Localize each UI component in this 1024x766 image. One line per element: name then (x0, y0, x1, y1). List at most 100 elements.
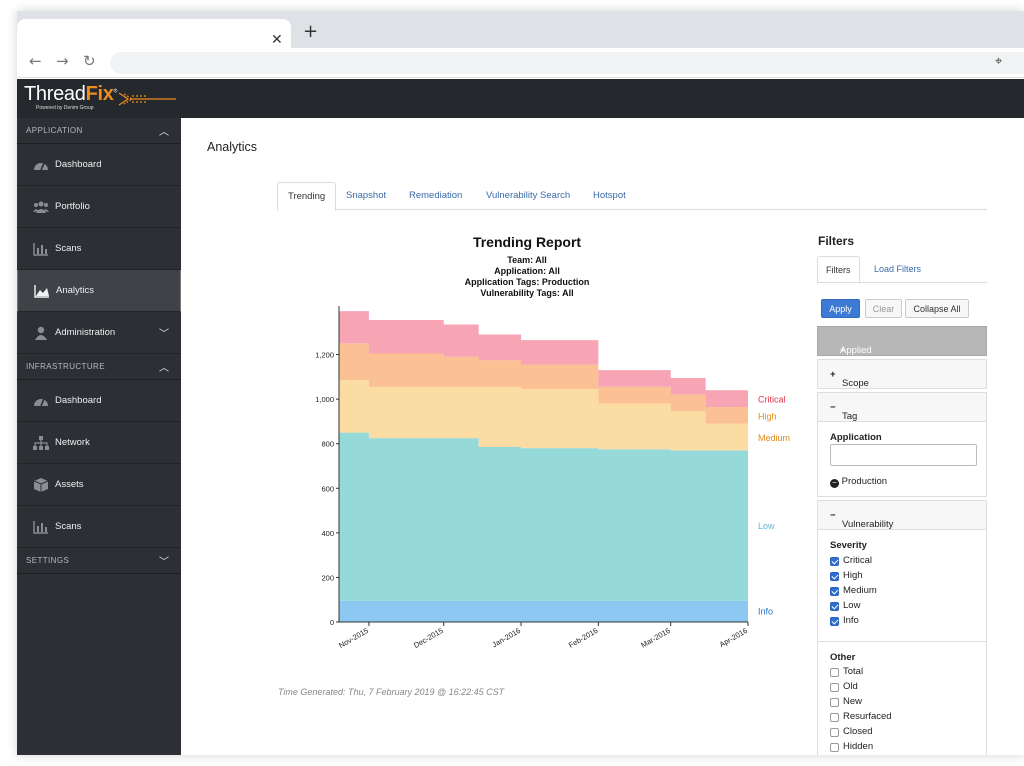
application-input[interactable] (830, 444, 977, 466)
checkbox-label: Info (843, 615, 859, 626)
browser-tab-bar: ✕ + (17, 11, 1024, 48)
logo-mark-icon (118, 92, 176, 106)
threadfix-logo[interactable]: ThreadFix® Powered by Denim Group (24, 83, 117, 111)
x-tick-label: Mar-2016 (639, 626, 671, 650)
logo-trademark: ® (113, 88, 118, 95)
minus-icon: − (830, 510, 836, 521)
checkbox-label: Total (843, 666, 864, 677)
sidebar-section-infrastructure[interactable]: INFRASTRUCTURE ︿ (17, 354, 181, 380)
chart-subtitle-app-tags: Application Tags: Production (464, 277, 590, 287)
sidebar-item-scans[interactable]: Scans (17, 228, 181, 270)
y-tick-label: 400 (321, 529, 334, 538)
sitemap-icon (33, 436, 49, 450)
sidebar-section-label: SETTINGS (26, 556, 70, 565)
sidebar-item-infra-scans[interactable]: Scans (17, 506, 181, 548)
x-tick-label: Nov-2015 (337, 626, 370, 650)
area-high (339, 343, 748, 425)
tab-load-filters[interactable]: Load Filters (874, 264, 922, 274)
other-label: Other (830, 652, 856, 663)
applied-filters-header[interactable]: + Applied Filters (817, 326, 987, 367)
sidebar-item-analytics[interactable]: Analytics (17, 270, 181, 312)
production-tag[interactable]: − Production (830, 476, 887, 488)
tab-remediation[interactable]: Remediation (409, 190, 463, 201)
tab-filters[interactable]: Filters (817, 256, 860, 284)
sidebar-item-label: Dashboard (55, 159, 102, 170)
app-header: ThreadFix® Powered by Denim Group (17, 79, 1024, 118)
y-tick-label: 200 (321, 573, 334, 582)
sidebar-item-label: Administration (55, 327, 116, 338)
checkbox-label: Resurfaced (843, 711, 892, 722)
back-arrow-icon[interactable]: ← (29, 52, 42, 70)
tag-label: Tag (842, 411, 858, 422)
reload-icon[interactable]: ↻ (83, 52, 96, 70)
location-icon[interactable]: ⌖ (995, 54, 1003, 69)
checkbox-label: High (843, 570, 863, 581)
checkbox-unchecked-icon[interactable] (830, 728, 839, 737)
checkbox-unchecked-icon[interactable] (830, 743, 839, 752)
y-tick-label: 0 (330, 618, 334, 627)
x-tick-label: Apr-2016 (718, 626, 749, 649)
checkbox-label: Low (843, 600, 861, 611)
series-label-high: High (758, 411, 777, 421)
vulnerability-detail-header[interactable]: − Vulnerability Detail (817, 500, 987, 541)
scope-section-header[interactable]: + Scope (817, 359, 987, 389)
remove-tag-icon[interactable]: − (830, 479, 839, 488)
sidebar-item-label: Scans (55, 521, 82, 532)
plus-icon: + (830, 369, 836, 380)
collapse-all-button[interactable]: Collapse All (905, 299, 969, 318)
bar-chart-icon (33, 243, 48, 256)
application-label: Application (830, 432, 882, 443)
x-tick-label: Dec-2015 (412, 626, 445, 650)
sidebar-section-application[interactable]: APPLICATION ︿ (17, 118, 181, 144)
chevron-up-icon[interactable]: ︿ (159, 127, 169, 138)
tab-vulnerability-search[interactable]: Vulnerability Search (486, 190, 571, 201)
browser-tab[interactable]: ✕ (17, 19, 291, 48)
close-tab-icon[interactable]: ✕ (271, 32, 283, 48)
y-tick-label: 600 (321, 484, 334, 493)
logo-text-a: Thread (24, 83, 86, 105)
clear-button[interactable]: Clear (865, 299, 902, 318)
user-icon (35, 326, 47, 340)
tab-snapshot[interactable]: Snapshot (346, 190, 387, 201)
chart-subtitle-vuln-tags: Vulnerability Tags: All (480, 288, 574, 298)
checkbox-label: Old (843, 681, 858, 692)
new-tab-icon[interactable]: + (303, 21, 319, 42)
checkbox-label: Hidden (843, 741, 874, 752)
apply-button[interactable]: Apply (821, 299, 860, 318)
area-medium (339, 380, 748, 452)
chevron-down-icon[interactable]: ﹀ (159, 329, 169, 340)
checkbox-checked-icon[interactable] (830, 602, 839, 611)
sidebar: APPLICATION ︿ Dashboard Portfolio Scans … (17, 118, 181, 755)
checkbox-unchecked-icon[interactable] (830, 713, 839, 722)
series-label-low: Low (758, 521, 775, 531)
chart-subtitle-application: Application: All (494, 266, 560, 276)
checkbox-checked-icon[interactable] (830, 572, 839, 581)
browser-window: ✕ + ← → ↻ ⌖ ThreadFix® Powered by Denim … (17, 11, 1024, 755)
checkbox-checked-icon[interactable] (830, 587, 839, 596)
tag-section-body: Application − Production (817, 422, 987, 497)
sidebar-section-settings[interactable]: SETTINGS ﹀ (17, 548, 181, 574)
checkbox-label: New (843, 696, 863, 707)
checkbox-unchecked-icon[interactable] (830, 683, 839, 692)
checkbox-unchecked-icon[interactable] (830, 668, 839, 677)
sidebar-item-dashboard[interactable]: Dashboard (17, 144, 181, 186)
forward-arrow-icon[interactable]: → (56, 52, 69, 70)
sidebar-item-assets[interactable]: Assets (17, 464, 181, 506)
tab-hotspot[interactable]: Hotspot (593, 190, 626, 201)
browser-toolbar: ← → ↻ ⌖ (17, 48, 1024, 78)
sidebar-item-network[interactable]: Network (17, 422, 181, 464)
checkbox-unchecked-icon[interactable] (830, 698, 839, 707)
address-bar[interactable] (110, 52, 1024, 74)
tab-trending[interactable]: Trending (277, 182, 337, 211)
users-icon (33, 201, 49, 213)
checkbox-checked-icon[interactable] (830, 557, 839, 566)
checkbox-checked-icon[interactable] (830, 617, 839, 626)
tag-section-header[interactable]: − Tag (817, 392, 987, 422)
chevron-up-icon[interactable]: ︿ (159, 363, 169, 374)
sidebar-item-administration[interactable]: Administration ﹀ (17, 312, 181, 354)
filters-title: Filters (818, 234, 855, 248)
sidebar-item-portfolio[interactable]: Portfolio (17, 186, 181, 228)
y-tick-label: 800 (321, 440, 334, 449)
chevron-down-icon[interactable]: ﹀ (159, 557, 169, 568)
sidebar-item-infra-dashboard[interactable]: Dashboard (17, 380, 181, 422)
